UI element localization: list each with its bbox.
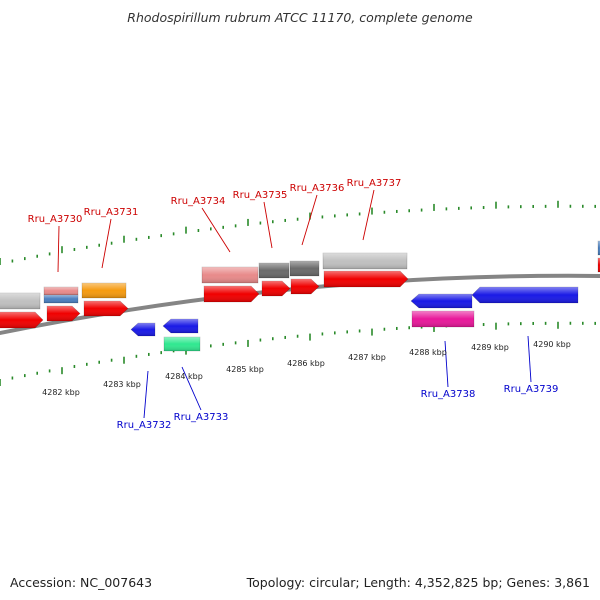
outer-tick-track bbox=[0, 200, 597, 265]
gene-feature bbox=[323, 270, 409, 288]
gene-label: Rru_A3732 bbox=[117, 420, 172, 431]
gene-label: Rru_A3731 bbox=[84, 207, 139, 218]
callout-line bbox=[57, 225, 60, 273]
gene-label: Rru_A3730 bbox=[28, 214, 83, 225]
scale-label: 4288 kbp bbox=[409, 348, 447, 357]
scale-label: 4285 kbp bbox=[226, 365, 264, 374]
gene-feature bbox=[43, 286, 79, 296]
callout-line bbox=[201, 207, 231, 253]
gene-label: Rru_A3733 bbox=[174, 412, 229, 423]
gene-feature bbox=[203, 285, 260, 303]
gene-feature bbox=[0, 311, 44, 329]
gene-feature bbox=[410, 293, 473, 309]
gene-feature bbox=[0, 292, 41, 310]
gene-label: Rru_A3738 bbox=[421, 389, 476, 400]
gene-feature bbox=[258, 262, 290, 279]
scale-label: 4284 kbp bbox=[165, 372, 203, 381]
gene-feature bbox=[83, 300, 129, 317]
gene-label: Rru_A3737 bbox=[347, 178, 402, 189]
callout-line bbox=[444, 340, 449, 388]
gene-features bbox=[0, 240, 600, 352]
callout-line bbox=[263, 201, 273, 249]
scale-label: 4282 kbp bbox=[42, 388, 80, 397]
genome-title: Rhodospirillum rubrum ATCC 11170, comple… bbox=[127, 10, 473, 25]
topology-text: Topology: circular; Length: 4,352,825 bp… bbox=[246, 575, 590, 590]
gene-label: Rru_A3734 bbox=[171, 196, 226, 207]
gene-label: Rru_A3736 bbox=[290, 183, 345, 194]
gene-feature bbox=[322, 252, 408, 270]
callout-line bbox=[301, 194, 318, 246]
callout-line bbox=[362, 189, 375, 241]
gene-feature bbox=[290, 278, 320, 295]
callout-line bbox=[181, 366, 202, 411]
callout-line bbox=[101, 218, 112, 269]
gene-feature bbox=[163, 336, 201, 352]
gene-feature bbox=[261, 280, 291, 297]
gene-feature bbox=[81, 282, 127, 299]
scale-label: 4289 kbp bbox=[471, 343, 509, 352]
scale-label: 4287 kbp bbox=[348, 353, 386, 362]
inner-tick-track bbox=[0, 321, 597, 386]
scale-label: 4290 kbp bbox=[533, 340, 571, 349]
gene-label: Rru_A3739 bbox=[504, 384, 559, 395]
gene-label: Rru_A3735 bbox=[233, 190, 288, 201]
gene-feature bbox=[130, 322, 156, 337]
callout-line bbox=[527, 335, 532, 383]
gene-feature bbox=[201, 266, 259, 284]
gene-feature bbox=[471, 286, 579, 304]
gene-feature bbox=[43, 294, 79, 304]
gene-feature bbox=[289, 260, 320, 277]
scale-label: 4283 kbp bbox=[103, 380, 141, 389]
gene-callouts: Rru_A3730Rru_A3731Rru_A3734Rru_A3735Rru_… bbox=[28, 178, 559, 431]
scale-labels: 4282 kbp 4283 kbp 4284 kbp 4285 kbp 4286 kbp… bbox=[42, 340, 571, 397]
gene-feature bbox=[162, 318, 199, 334]
scale-label: 4286 kbp bbox=[287, 359, 325, 368]
gene-feature bbox=[411, 310, 475, 328]
callout-line bbox=[143, 370, 149, 419]
accession-text: Accession: NC_007643 bbox=[10, 575, 153, 590]
gene-feature bbox=[46, 305, 81, 322]
